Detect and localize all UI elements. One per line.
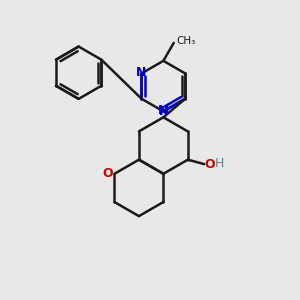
Text: H: H <box>214 157 224 170</box>
Text: N: N <box>158 104 169 117</box>
Text: N: N <box>159 106 169 118</box>
Text: CH₃: CH₃ <box>176 36 195 46</box>
Text: O: O <box>103 167 113 180</box>
Text: N: N <box>136 66 146 80</box>
Text: O: O <box>205 158 215 171</box>
